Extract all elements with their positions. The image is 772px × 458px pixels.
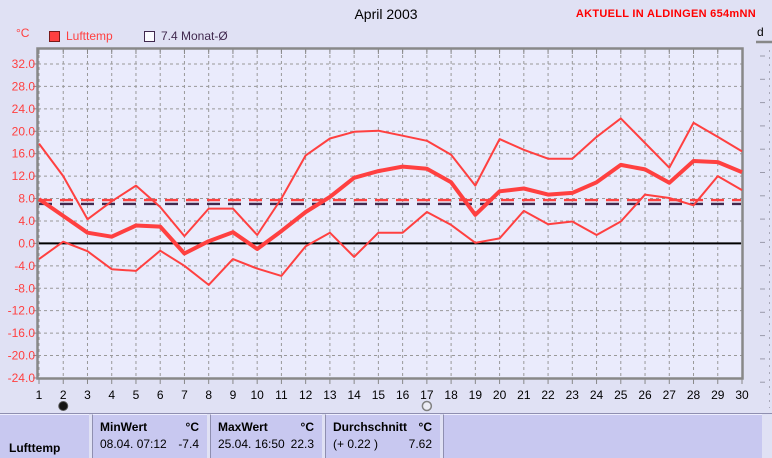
- durchschnitt-cell: Durchschnitt °C (+ 0.22 ) 7.62: [325, 414, 440, 458]
- y-axis-label: 24.0: [12, 102, 36, 116]
- maxwert-number: 22.3: [290, 437, 314, 451]
- y-axis-label: 4.0: [18, 214, 35, 228]
- legend-lufttemp-label: Lufttemp: [66, 29, 113, 43]
- legend-item-lufttemp[interactable]: Lufttemp: [49, 29, 113, 43]
- right-axis-unit: d: [757, 25, 764, 39]
- y-axis-label: -12.0: [8, 304, 36, 318]
- maxwert-datetime: 25.04. 16:50: [218, 437, 285, 451]
- y-axis-label: 12.0: [12, 169, 36, 183]
- y-axis-label: 0.0: [18, 236, 35, 250]
- day-label: 21: [517, 388, 531, 402]
- y-axis-label: 28.0: [12, 79, 36, 93]
- new-moon-icon: [58, 401, 69, 411]
- day-label: 5: [133, 388, 140, 402]
- y-axis-label: -24.0: [8, 371, 36, 385]
- day-label: 22: [541, 388, 555, 402]
- y-axis-label: -8.0: [14, 281, 35, 295]
- y-axis-label: 20.0: [12, 124, 36, 138]
- lufttemp-min-line: [38, 175, 743, 286]
- day-label: 29: [711, 388, 725, 402]
- y-axis-label: 8.0: [18, 192, 35, 206]
- day-label: 13: [323, 388, 337, 402]
- minwert-cell: MinWert °C 08.04. 07:12 -7.4: [92, 414, 207, 458]
- durchschnitt-title: Durchschnitt: [333, 420, 408, 434]
- day-label: 18: [444, 388, 458, 402]
- maxwert-cell: MaxWert °C 25.04. 16:50 22.3: [210, 414, 322, 458]
- y-axis-unit: °C: [16, 26, 30, 40]
- minwert-datetime: 08.04. 07:12: [100, 437, 167, 451]
- day-label: 23: [566, 388, 580, 402]
- table-row-label-cell: Lufttemp Updated: [0, 414, 89, 458]
- y-axis-label: 16.0: [12, 147, 36, 161]
- plot-border: [36, 47, 744, 380]
- lufttemp-mean-line: [37, 159, 743, 256]
- stats-table: Lufttemp Updated MinWert °C 08.04. 07:12…: [0, 413, 772, 458]
- durchschnitt-delta: (+ 0.22 ): [333, 437, 379, 451]
- durchschnitt-unit: °C: [418, 420, 432, 434]
- day-label: 30: [735, 388, 749, 402]
- full-moon-icon: [421, 400, 433, 412]
- day-label: 12: [299, 388, 313, 402]
- day-label: 25: [614, 388, 628, 402]
- y-axis-label: -16.0: [8, 326, 36, 340]
- day-label: 9: [230, 388, 237, 402]
- row-label: Lufttemp: [9, 441, 61, 455]
- day-label: 2: [60, 388, 67, 402]
- monat-avg-checkbox-icon: [144, 30, 155, 42]
- day-label: 15: [372, 388, 386, 402]
- empty-cell: [443, 414, 762, 458]
- y-axis-label: 32.0: [12, 57, 36, 71]
- maxwert-unit: °C: [300, 420, 314, 434]
- lufttemp-swatch-icon: [49, 30, 60, 42]
- durchschnitt-number: 7.62: [408, 437, 432, 451]
- day-label: 6: [157, 388, 164, 402]
- day-label: 28: [687, 388, 701, 402]
- day-label: 8: [205, 388, 212, 402]
- day-label: 3: [84, 388, 91, 402]
- day-label: 10: [250, 388, 264, 402]
- day-label: 16: [396, 388, 410, 402]
- page-title: April 2003: [354, 6, 418, 22]
- station-label: AKTUELL IN ALDINGEN 654mNN: [575, 8, 756, 20]
- y-axis-label: -4.0: [14, 259, 35, 273]
- lufttemp-max-line: [38, 117, 743, 238]
- minwert-number: -7.4: [178, 437, 199, 451]
- minwert-unit: °C: [185, 420, 199, 434]
- day-label: 27: [663, 388, 677, 402]
- y-axis-label: -20.0: [8, 349, 36, 363]
- legend-monat-label: 7.4 Monat-Ø: [161, 29, 228, 43]
- day-label: 14: [347, 388, 361, 402]
- day-label: 20: [493, 388, 507, 402]
- maxwert-title: MaxWert: [218, 420, 268, 434]
- day-label: 24: [590, 388, 604, 402]
- day-label: 1: [36, 388, 43, 402]
- day-label: 26: [638, 388, 652, 402]
- day-label: 17: [420, 388, 434, 402]
- legend-item-monat-avg[interactable]: 7.4 Monat-Ø: [144, 29, 228, 43]
- temperature-chart: 32.0 28.0 24.0 20.0 16.0 12.0 8.0 4.0 0.0 -4.0 -8.…: [8, 40, 772, 412]
- day-label: 7: [181, 388, 188, 402]
- day-label: 11: [275, 388, 288, 402]
- day-label: 19: [469, 388, 483, 402]
- minwert-title: MinWert: [100, 420, 148, 434]
- day-label: 4: [108, 388, 115, 402]
- plot-area: [38, 49, 742, 378]
